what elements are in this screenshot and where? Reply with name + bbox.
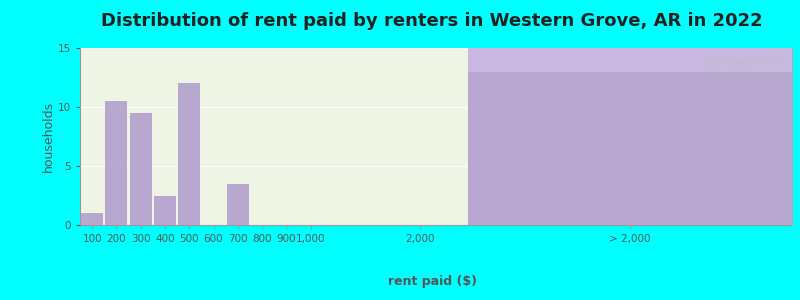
Bar	[154, 196, 176, 225]
Text: City-Data.com: City-Data.com	[705, 57, 779, 67]
Bar	[82, 213, 103, 225]
Y-axis label: households: households	[42, 101, 55, 172]
Bar	[227, 184, 249, 225]
Bar	[468, 72, 792, 225]
Bar	[106, 101, 127, 225]
Text: rent paid ($): rent paid ($)	[387, 275, 477, 288]
Bar	[130, 113, 152, 225]
Bar	[178, 83, 200, 225]
Text: Distribution of rent paid by renters in Western Grove, AR in 2022: Distribution of rent paid by renters in …	[101, 12, 763, 30]
